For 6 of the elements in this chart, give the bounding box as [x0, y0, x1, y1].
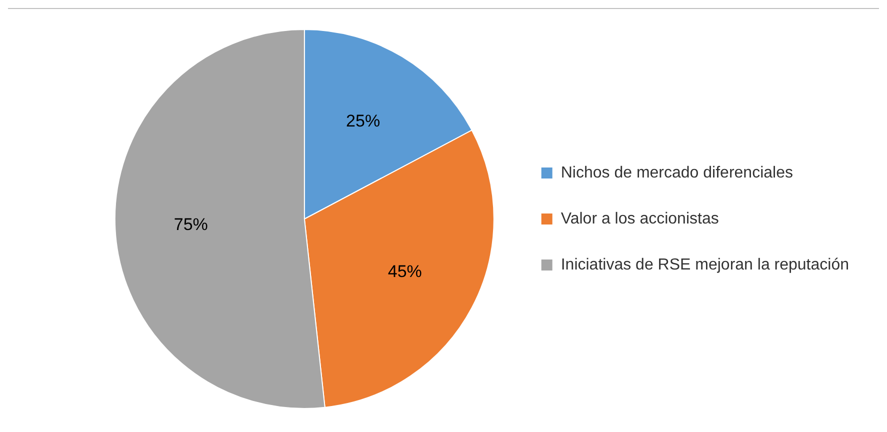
data-label: 45% [388, 262, 422, 281]
data-label: 75% [174, 214, 208, 234]
data-label: 25% [346, 111, 380, 130]
legend-label: Iniciativas de RSE mejoran la reputación [560, 256, 850, 274]
legend-label: Valor a los accionistas [560, 210, 719, 228]
legend-label: Nichos de mercado diferenciales [560, 164, 793, 182]
